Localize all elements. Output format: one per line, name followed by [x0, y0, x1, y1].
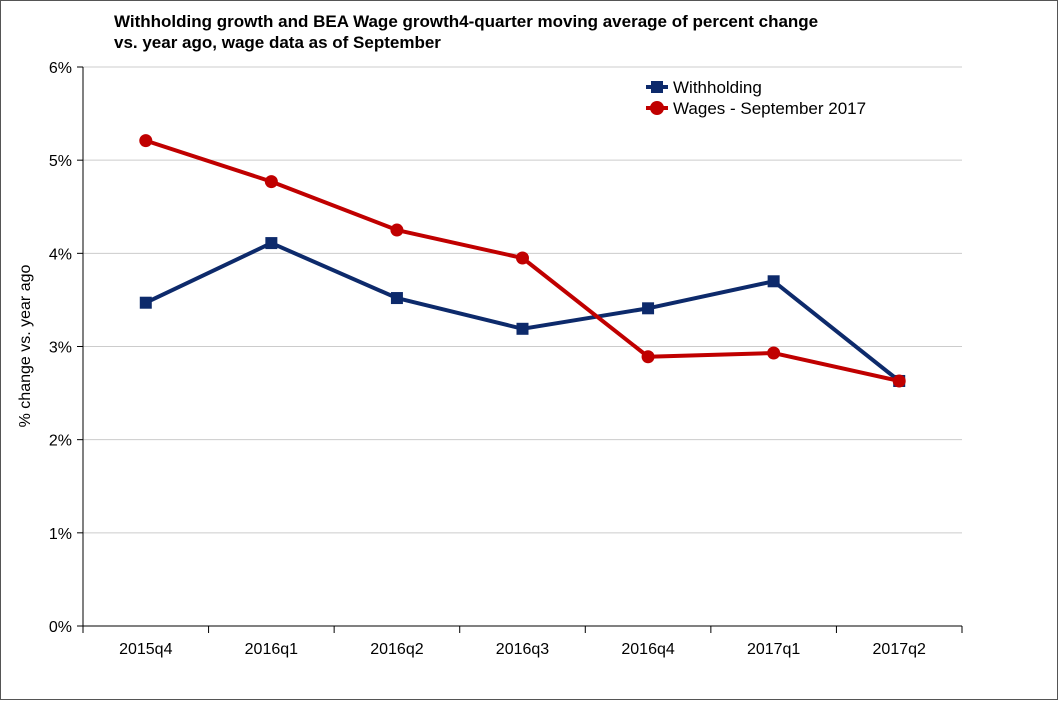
y-tick-label-1: 1% [49, 526, 72, 543]
series-0-point-0 [139, 296, 152, 309]
y-tick-label-2: 2% [49, 433, 72, 450]
x-tick-label-0: 2015q4 [119, 641, 172, 658]
x-tick-label-3: 2016q3 [496, 641, 549, 658]
series-1-point-0 [139, 134, 153, 148]
series-1-point-6 [892, 374, 906, 388]
y-tick-label-0: 0% [49, 619, 72, 636]
x-tick-label-1: 2016q1 [245, 641, 298, 658]
series-1-point-1 [264, 175, 278, 189]
series-layer [139, 134, 906, 388]
series-0-point-5 [767, 275, 780, 288]
y-tick-label-6: 6% [49, 60, 72, 77]
y-axis-label: % change vs. year ago [17, 265, 34, 428]
x-tick-label-5: 2017q1 [747, 641, 800, 658]
axes [77, 66, 963, 633]
x-tick-label-4: 2016q4 [621, 641, 674, 658]
legend-label-1: Wages - September 2017 [673, 99, 866, 118]
series-0-point-2 [390, 292, 403, 305]
series-1-point-2 [390, 223, 404, 237]
y-tick-label-5: 5% [49, 153, 72, 170]
legend-marker-1 [650, 101, 664, 115]
chart-title-line-2: vs. year ago, wage data as of September [114, 33, 441, 52]
series-0 [139, 237, 906, 387]
series-1-point-4 [641, 350, 655, 364]
series-0-point-1 [265, 237, 278, 250]
series-1-point-3 [516, 251, 529, 265]
legend-marker-0 [651, 81, 663, 93]
legend-item-1: Wages - September 2017 [646, 99, 866, 118]
series-1 [139, 134, 906, 388]
x-tick-labels: 2015q4 2016q1 2016q2 2016q3 2016q4 2017q1 2017… [119, 641, 926, 658]
legend: Withholding Wages - September 2017 [646, 78, 866, 118]
x-tick-label-6: 2017q2 [873, 641, 926, 658]
chart-title: Withholding growth and BEA Wage growth4-… [114, 12, 818, 52]
x-tick-label-2: 2016q2 [370, 641, 423, 658]
y-tick-labels: 0% 1% 2% 3% 4% 5% 6% [49, 60, 72, 636]
y-tick-label-3: 3% [49, 340, 72, 357]
legend-label-0: Withholding [673, 78, 762, 97]
series-1-point-5 [767, 346, 781, 360]
gridlines [83, 66, 962, 534]
y-tick-label-4: 4% [49, 246, 72, 263]
chart-title-line-1: Withholding growth and BEA Wage growth4-… [114, 12, 818, 31]
series-0-point-4 [642, 302, 655, 315]
legend-item-0: Withholding [646, 78, 762, 97]
series-0-point-3 [516, 322, 529, 335]
